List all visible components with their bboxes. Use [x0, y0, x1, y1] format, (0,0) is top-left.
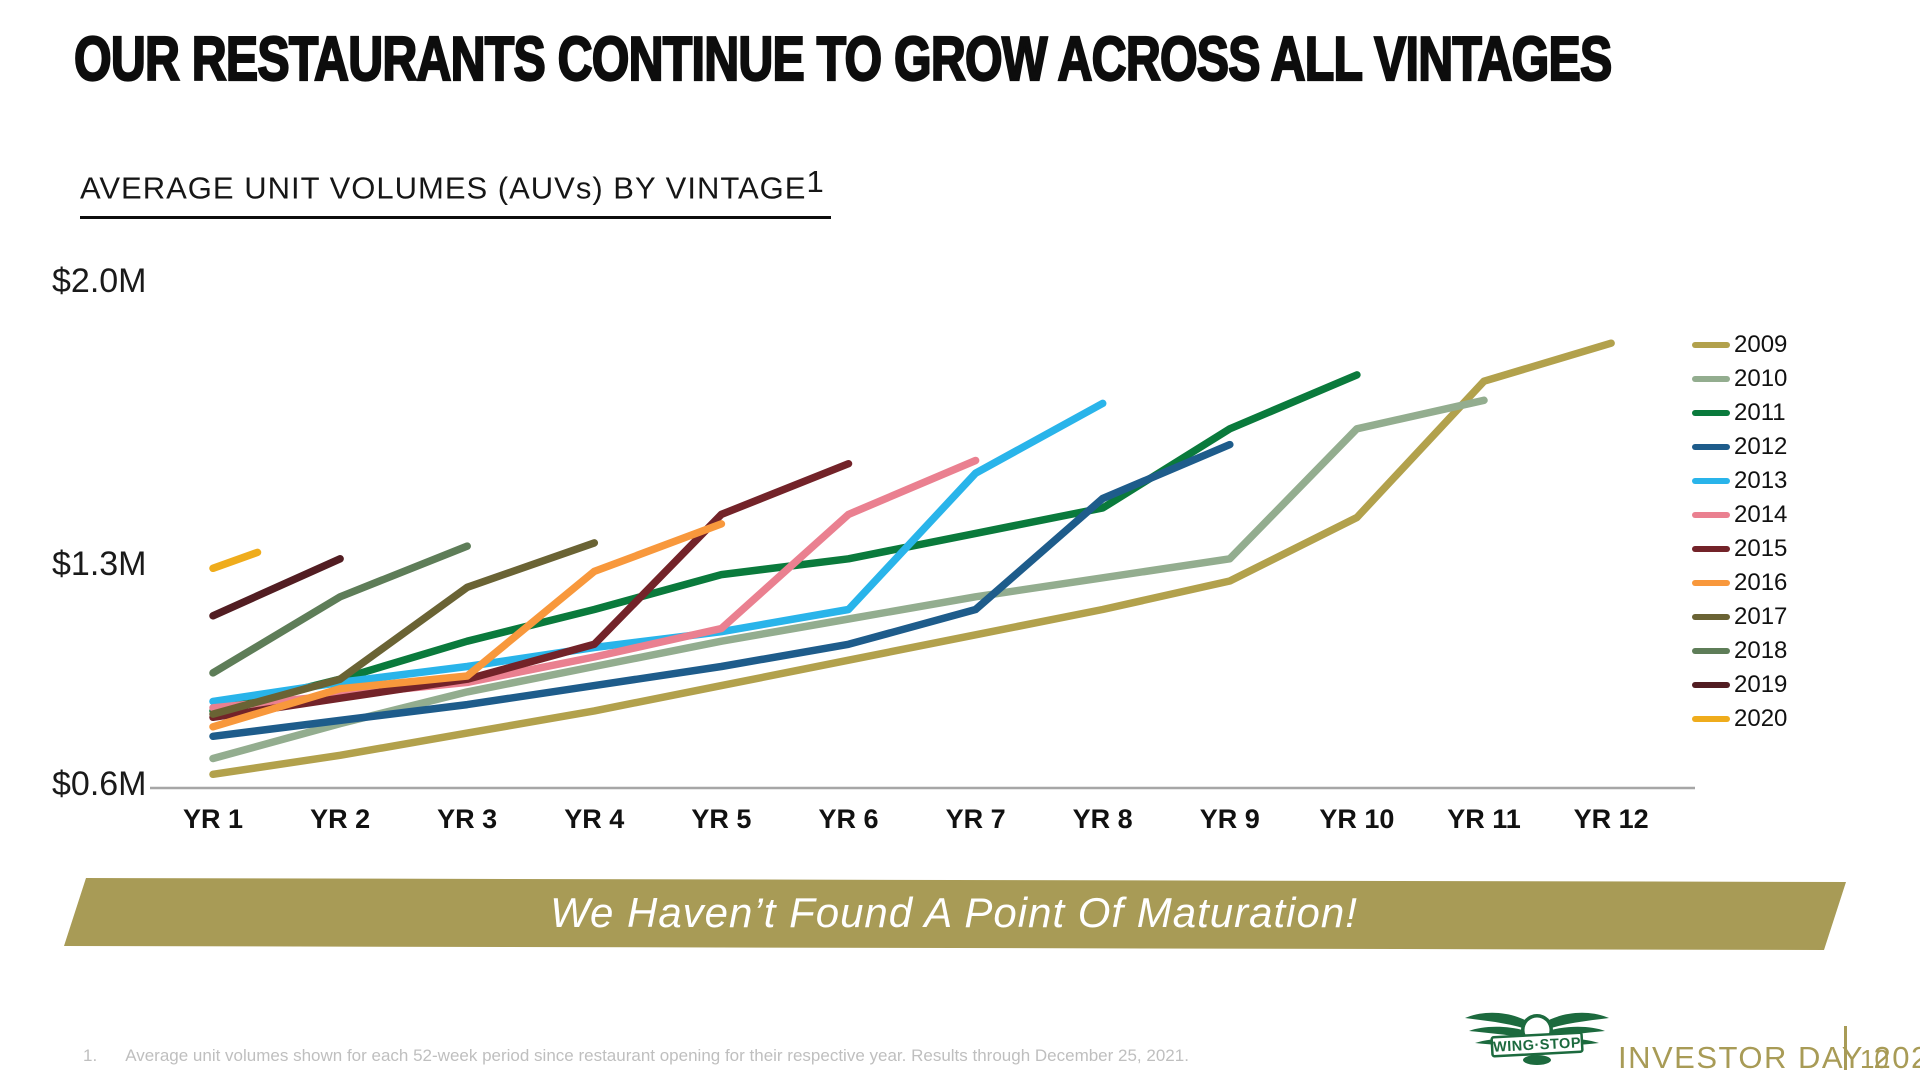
x-tick-1: YR 1 [182, 804, 244, 834]
page-number: 10 [1860, 1044, 1889, 1074]
legend-label-2009: 2009 [1734, 331, 1788, 358]
legend-label-2012: 2012 [1734, 433, 1788, 460]
legend-swatch-2012 [1692, 444, 1730, 450]
wingstop-logo-icon: WING·STOP [1465, 1012, 1609, 1065]
x-tick-8: YR 8 [1072, 804, 1133, 834]
legend-item-2011: 2011 [1692, 396, 1787, 430]
legend-swatch-2016 [1692, 580, 1730, 586]
x-tick-4: YR 4 [564, 804, 625, 834]
x-tick-9: YR 9 [1199, 804, 1260, 834]
x-tick-12: YR 12 [1573, 804, 1649, 834]
legend-item-2016: 2016 [1692, 566, 1787, 600]
legend-label-2019: 2019 [1734, 671, 1788, 698]
chart-title-superscript: 1 [806, 164, 825, 199]
legend-item-2017: 2017 [1692, 600, 1787, 634]
legend-item-2012: 2012 [1692, 430, 1787, 464]
chart-title-text: AVERAGE UNIT VOLUMES (AUVs) BY VINTAGE [80, 170, 807, 206]
footnote-text: Average unit volumes shown for each 52-w… [125, 1046, 1189, 1065]
legend-swatch-2013 [1692, 478, 1730, 484]
legend-swatch-2010 [1692, 376, 1730, 382]
x-tick-3: YR 3 [437, 804, 498, 834]
legend-swatch-2009 [1692, 342, 1730, 348]
legend-item-2009: 2009 [1692, 328, 1787, 362]
footnote-number: 1. [83, 1046, 98, 1065]
x-tick-11: YR 11 [1447, 804, 1521, 834]
legend-label-2015: 2015 [1734, 535, 1788, 562]
legend-item-2013: 2013 [1692, 464, 1787, 498]
line-2014 [209, 456, 980, 712]
wingstop-logo-text: WING·STOP [1493, 1035, 1582, 1056]
legend-label-2013: 2013 [1734, 467, 1788, 494]
legend-item-2010: 2010 [1692, 362, 1787, 396]
x-tick-5: YR 5 [691, 804, 752, 834]
chart-title: AVERAGE UNIT VOLUMES (AUVs) BY VINTAGE1 [80, 164, 831, 220]
footer-event-label: INVESTOR DAY 2022 [1618, 1040, 1920, 1075]
line-2017 [209, 539, 599, 718]
legend-label-2010: 2010 [1734, 365, 1788, 392]
line-2020 [209, 548, 262, 573]
legend-swatch-2011 [1692, 410, 1730, 416]
legend-label-2016: 2016 [1734, 569, 1788, 596]
y-tick-0-6m: $0.6M [52, 765, 147, 803]
footnote: 1. Average unit volumes shown for each 5… [83, 1046, 1189, 1066]
legend-swatch-2019 [1692, 682, 1730, 688]
line-2019 [209, 555, 344, 620]
y-tick-1-3m: $1.3M [52, 545, 147, 583]
x-tick-10: YR 10 [1319, 804, 1395, 834]
legend-label-2020: 2020 [1734, 705, 1788, 732]
legend-item-2018: 2018 [1692, 634, 1787, 668]
footer: WING·STOP INVESTOR DAY 2022 10 [1462, 1000, 1920, 1080]
legend-item-2020: 2020 [1692, 702, 1787, 736]
legend-item-2015: 2015 [1692, 532, 1787, 566]
legend-label-2017: 2017 [1734, 603, 1788, 630]
legend-item-2014: 2014 [1692, 498, 1787, 532]
legend-swatch-2018 [1692, 648, 1730, 654]
x-tick-7: YR 7 [945, 804, 1006, 834]
legend-swatch-2015 [1692, 546, 1730, 552]
legend-label-2014: 2014 [1734, 501, 1788, 528]
line-2009 [209, 339, 1615, 779]
slide-title: OUR RESTAURANTS CONTINUE TO GROW ACROSS … [73, 24, 1613, 95]
footer-divider [1844, 1026, 1847, 1070]
x-tick-2: YR 2 [310, 804, 371, 834]
line-2010 [209, 396, 1488, 763]
line-2018 [209, 542, 471, 677]
x-tick-6: YR 6 [818, 804, 879, 834]
maturation-banner-shape [64, 878, 1846, 950]
y-tick-2-0m: $2.0M [52, 262, 147, 300]
maturation-banner: We Haven’t Found A Point Of Maturation! [550, 889, 1358, 936]
line-2011 [209, 371, 1361, 715]
legend-item-2019: 2019 [1692, 668, 1787, 702]
chart-legend: 2009 2010 2011 2012 2013 2014 2015 2016 2017 2018… [1692, 328, 1787, 736]
legend-swatch-2020 [1692, 716, 1730, 722]
legend-swatch-2017 [1692, 614, 1730, 620]
line-2016 [209, 520, 726, 731]
line-2015 [209, 459, 853, 722]
legend-swatch-2014 [1692, 512, 1730, 518]
line-2012 [209, 440, 1234, 741]
legend-label-2018: 2018 [1734, 637, 1788, 664]
legend-label-2011: 2011 [1734, 399, 1786, 426]
